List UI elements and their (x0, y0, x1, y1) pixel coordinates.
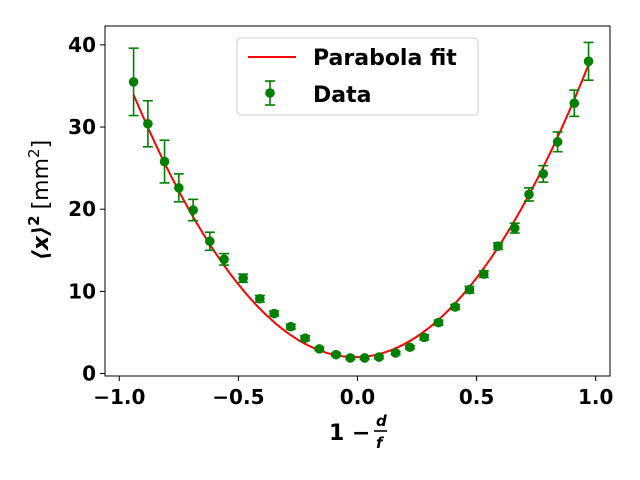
y-axis-label-main: ⟨x⟩ (29, 226, 54, 260)
x-axis-label-frac-num: d (376, 412, 387, 430)
x-tick-label: 1.0 (578, 385, 613, 409)
data-point (493, 241, 503, 251)
y-tick-label: 20 (68, 197, 96, 221)
data-point (419, 332, 429, 343)
data-point (405, 342, 415, 353)
legend-data-marker (265, 88, 275, 98)
data-point (390, 348, 401, 358)
x-ticks-group: −1.0 −0.5 0.0 0.5 1.0 (93, 376, 613, 409)
legend-box (236, 37, 479, 116)
data-point (300, 333, 310, 344)
y-axis-label: ⟨x⟩2[mm2] (25, 140, 54, 260)
x-tick-label: −1.0 (93, 385, 145, 409)
data-point (524, 189, 534, 200)
data-point (188, 205, 198, 215)
data-point (255, 293, 265, 304)
data-point (450, 302, 460, 312)
x-tick-label: 0.5 (459, 385, 494, 409)
y-tick-label: 30 (68, 115, 96, 139)
y-axis-label-unit-sup: 2 (25, 148, 43, 158)
data-point (314, 344, 325, 354)
y-axis-label-unit-close: ] (29, 140, 54, 149)
data-point (238, 273, 248, 284)
x-tick-label: 0.0 (340, 385, 375, 409)
data-point (374, 352, 384, 362)
y-ticks-group: 0 10 20 30 40 (68, 33, 105, 386)
y-axis-label-unit-open: [mm (29, 158, 54, 209)
legend: Parabola fit Data (236, 37, 479, 116)
data-point (509, 223, 520, 233)
data-point (359, 353, 370, 363)
data-point (205, 236, 215, 247)
x-axis-label-frac-den: f (376, 434, 385, 452)
y-tick-label: 40 (68, 33, 96, 57)
data-point (219, 254, 229, 265)
data-point (143, 118, 153, 129)
data-points-group (128, 56, 594, 363)
data-point (331, 349, 341, 360)
x-tick-label: −0.5 (212, 385, 264, 409)
legend-fit-label: Parabola fit (313, 46, 457, 71)
data-point (128, 77, 139, 87)
data-point (174, 183, 184, 193)
data-point (269, 308, 279, 319)
data-point (552, 137, 563, 147)
data-point (159, 156, 170, 167)
x-axis-label-main: 1 − (329, 421, 370, 446)
data-point (569, 98, 580, 109)
y-tick-label: 10 (68, 279, 96, 303)
data-point (286, 321, 296, 332)
data-point (478, 269, 489, 279)
legend-data-swatch (265, 80, 275, 106)
y-axis-label-sup: 2 (25, 215, 43, 225)
x-axis-label: 1 − d f (329, 412, 387, 452)
data-point (464, 284, 475, 295)
data-point (538, 169, 549, 179)
legend-data-label: Data (313, 83, 371, 108)
data-point (583, 56, 594, 67)
y-axis-label-text: ⟨x⟩2[mm2] (25, 140, 54, 260)
data-point (345, 353, 356, 363)
data-point (433, 317, 444, 328)
y-tick-label: 0 (82, 362, 96, 386)
